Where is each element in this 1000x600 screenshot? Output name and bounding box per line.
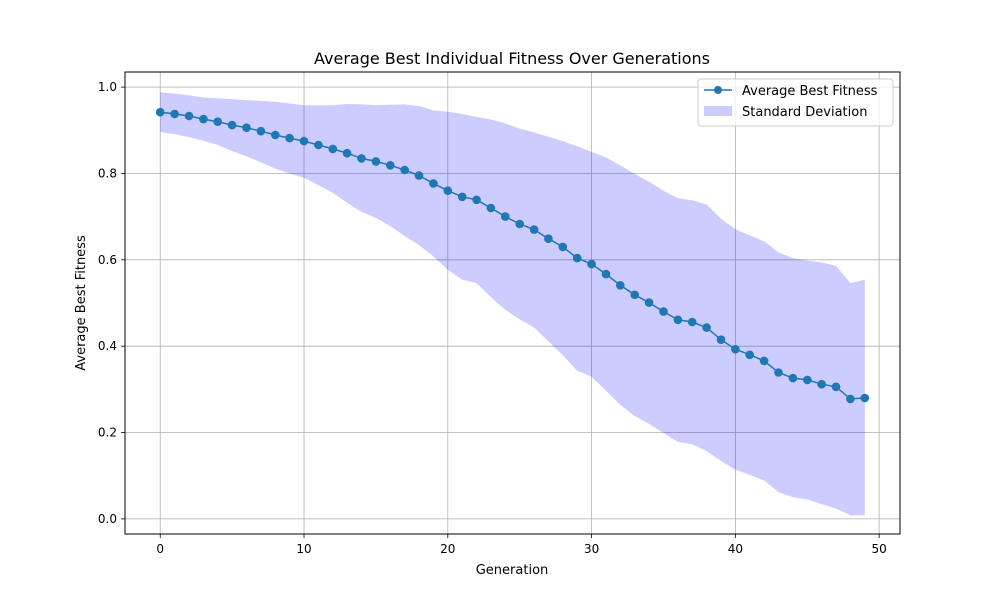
data-point bbox=[170, 109, 179, 119]
data-point bbox=[328, 144, 338, 154]
legend-box bbox=[697, 78, 894, 127]
data-point bbox=[155, 107, 165, 117]
data-point bbox=[673, 315, 683, 325]
data-point bbox=[501, 212, 510, 221]
data-point bbox=[630, 290, 639, 300]
x-tick-label: 50 bbox=[872, 542, 887, 556]
data-point bbox=[342, 148, 352, 158]
data-point bbox=[831, 382, 841, 392]
data-point bbox=[400, 165, 410, 175]
data-point bbox=[759, 356, 769, 366]
y-tick-label: 0.2 bbox=[98, 426, 117, 440]
data-point bbox=[414, 171, 424, 180]
data-point bbox=[774, 368, 783, 377]
data-point bbox=[256, 126, 266, 136]
data-point bbox=[788, 373, 798, 383]
data-point bbox=[702, 323, 711, 332]
legend: Average Best Fitness Standard Deviation bbox=[697, 78, 894, 127]
data-point bbox=[558, 242, 568, 252]
points-layer bbox=[155, 107, 870, 404]
data-point bbox=[457, 192, 467, 202]
data-point bbox=[817, 379, 826, 389]
y-axis-label: Average Best Fitness bbox=[74, 235, 89, 371]
data-point bbox=[659, 307, 668, 316]
data-point bbox=[285, 133, 294, 143]
data-point bbox=[371, 157, 381, 166]
y-tick-label: 0.6 bbox=[98, 253, 117, 267]
x-tick-label: 0 bbox=[156, 542, 164, 556]
data-point bbox=[687, 317, 697, 327]
data-point bbox=[271, 130, 280, 140]
std-band bbox=[160, 92, 865, 516]
data-point bbox=[644, 298, 654, 307]
data-point bbox=[443, 186, 453, 195]
x-tick-label: 10 bbox=[296, 542, 311, 556]
data-point bbox=[213, 117, 222, 126]
data-point bbox=[357, 154, 366, 163]
x-tick-label: 30 bbox=[584, 542, 599, 556]
legend-band-swatch bbox=[704, 106, 732, 116]
x-tick-label: 40 bbox=[728, 542, 743, 556]
data-point bbox=[745, 350, 754, 360]
grid bbox=[125, 72, 900, 534]
y-tick-label: 0.0 bbox=[98, 512, 117, 526]
data-point bbox=[731, 344, 740, 354]
data-point bbox=[242, 123, 251, 132]
data-point bbox=[486, 203, 496, 213]
chart-title: Average Best Individual Fitness Over Gen… bbox=[314, 49, 710, 68]
data-point bbox=[601, 269, 611, 279]
std-band-layer bbox=[160, 92, 865, 516]
data-point bbox=[544, 234, 553, 243]
y-tick-label: 0.4 bbox=[98, 339, 117, 353]
data-point bbox=[299, 136, 309, 146]
x-axis: 0 10 20 30 40 50 bbox=[156, 534, 887, 556]
data-point bbox=[616, 281, 625, 290]
data-point bbox=[587, 259, 596, 269]
y-tick-label: 1.0 bbox=[98, 80, 117, 94]
legend-label-average-best-fitness: Average Best Fitness bbox=[742, 84, 878, 99]
data-point bbox=[199, 114, 208, 124]
data-point bbox=[386, 161, 395, 170]
data-point bbox=[227, 120, 237, 130]
data-point bbox=[529, 225, 539, 234]
legend-marker-swatch bbox=[714, 86, 722, 94]
data-point bbox=[472, 195, 481, 205]
data-point bbox=[803, 375, 812, 385]
data-point bbox=[846, 394, 855, 404]
plot-frame bbox=[124, 71, 901, 535]
data-point bbox=[515, 219, 524, 229]
data-point bbox=[314, 140, 323, 150]
data-point bbox=[429, 179, 438, 188]
data-point bbox=[184, 111, 194, 121]
data-point bbox=[716, 335, 726, 345]
x-tick-label: 20 bbox=[440, 542, 455, 556]
legend-label-standard-deviation: Standard Deviation bbox=[742, 105, 867, 120]
data-point bbox=[860, 393, 870, 403]
x-axis-label: Generation bbox=[476, 563, 549, 578]
y-tick-label: 0.8 bbox=[98, 166, 117, 180]
y-axis: 0.0 0.2 0.4 0.6 0.8 1.0 bbox=[98, 80, 125, 526]
data-point bbox=[572, 253, 582, 263]
